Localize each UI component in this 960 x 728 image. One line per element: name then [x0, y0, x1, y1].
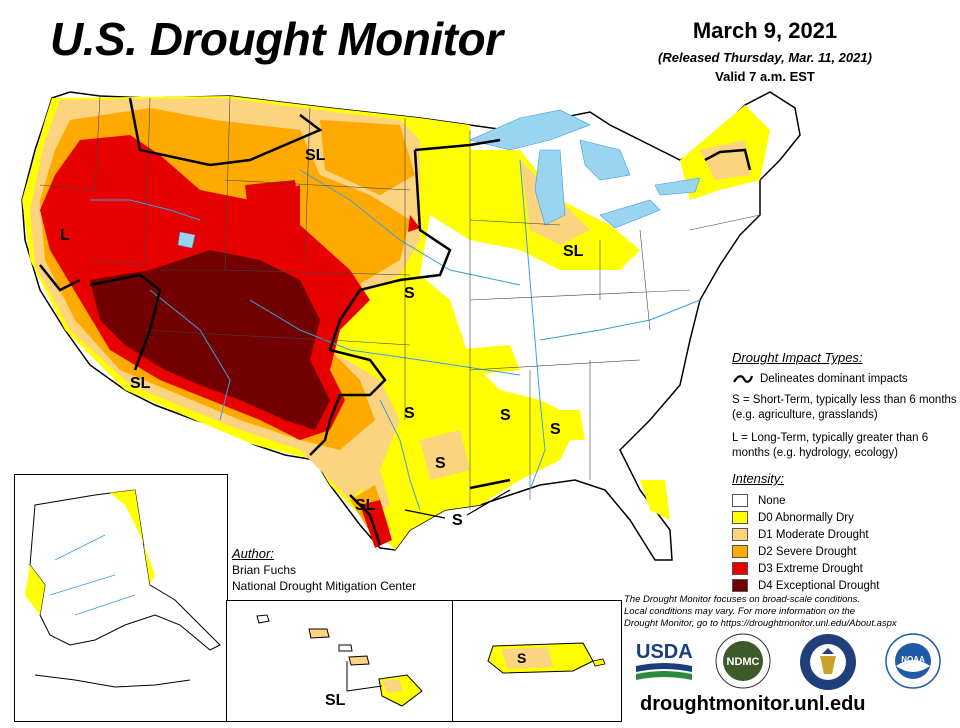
- intensity-swatch: [732, 545, 748, 558]
- disclaimer-line: Local conditions may vary. For more info…: [624, 606, 856, 617]
- author-header: Author:: [232, 546, 274, 561]
- state-lines: [39, 95, 761, 510]
- impact-line-icon: [733, 375, 754, 383]
- label-s-texas2: S: [435, 455, 446, 472]
- author-name: Brian Fuchs: [232, 563, 297, 577]
- d4-regions: [90, 250, 330, 430]
- label-sl-hawaii: SL: [325, 692, 346, 709]
- author-org: National Drought Mitigation Center: [232, 579, 417, 593]
- puerto-rico-map: S: [487, 642, 606, 674]
- long-term-note: L = Long-Term, typically greater than 6 …: [732, 432, 929, 459]
- intensity-row: D2 Severe Drought: [732, 545, 957, 558]
- label-s-south2: S: [550, 421, 561, 438]
- valid-time: Valid 7 a.m. EST: [715, 69, 815, 84]
- alaska-map: [25, 489, 221, 688]
- label-s-texas1: S: [404, 405, 415, 422]
- alaska-inset: [14, 474, 228, 722]
- release-date: (Released Thursday, Mar. 11, 2021): [658, 50, 872, 65]
- intensity-list: None D0 Abnormally Dry D1 Moderate Drought…: [732, 494, 957, 592]
- label-s-south1: S: [500, 407, 511, 424]
- intensity-label: D1 Moderate Drought: [758, 528, 869, 541]
- logo-strip: USDA NDMC NOAA: [634, 632, 954, 692]
- date-block: March 9, 2021 (Released Thursday, Mar. 1…: [640, 18, 890, 84]
- intensity-label: D3 Extreme Drought: [758, 562, 863, 575]
- label-s-gulf: S: [452, 512, 463, 529]
- intensity-label: D2 Severe Drought: [758, 545, 857, 558]
- label-sl-north: SL: [305, 147, 326, 164]
- intensity-row: D3 Extreme Drought: [732, 562, 957, 575]
- website-url[interactable]: droughtmonitor.unl.edu: [640, 693, 866, 715]
- puerto-rico-inset: S: [452, 600, 622, 722]
- impact-types-header: Drought Impact Types:: [732, 350, 863, 365]
- intensity-label: None: [758, 494, 786, 507]
- impact-line-label: Delineates dominant impacts: [760, 373, 908, 385]
- ndmc-logo-text: NDMC: [727, 656, 760, 668]
- intensity-label: D0 Abnormally Dry: [758, 511, 854, 524]
- intensity-swatch: [732, 528, 748, 541]
- author-block: Author: Brian Fuchs National Drought Mit…: [232, 546, 416, 594]
- hawaii-inset: SL: [226, 600, 454, 722]
- intensity-swatch: [732, 494, 748, 507]
- impact-labels: SL L S SL SL S S S S SL S: [60, 147, 584, 529]
- intensity-label: D4 Exceptional Drought: [758, 579, 880, 592]
- label-sl-midwest: SL: [563, 243, 584, 260]
- label-s-pr: S: [517, 650, 526, 666]
- disclaimer: The Drought Monitor focuses on broad-sca…: [624, 594, 954, 630]
- label-sl-southwest: SL: [130, 375, 151, 392]
- legend: Drought Impact Types: Delineates dominan…: [732, 350, 957, 596]
- intensity-swatch: [732, 511, 748, 524]
- rivers: [90, 159, 701, 511]
- intensity-swatch: [732, 579, 748, 592]
- map-date: March 9, 2021: [692, 18, 838, 43]
- intensity-swatch: [732, 562, 748, 575]
- label-s-plains: S: [404, 285, 415, 302]
- noaa-logo-text: NOAA: [901, 655, 925, 664]
- short-term-note: S = Short-Term, typically less than 6 mo…: [732, 394, 957, 421]
- intensity-row: D4 Exceptional Drought: [732, 579, 957, 592]
- disclaimer-line: Drought Monitor, go to https://droughtmo…: [624, 618, 897, 629]
- usda-logo-text: USDA: [636, 641, 693, 663]
- page-title: U.S. Drought Monitor: [50, 13, 503, 65]
- disclaimer-line: The Drought Monitor focuses on broad-sca…: [624, 594, 861, 605]
- usda-logo: USDA: [636, 641, 693, 680]
- label-l-west: L: [60, 227, 70, 244]
- intensity-header: Intensity:: [732, 471, 785, 486]
- intensity-row: None: [732, 494, 957, 507]
- noaa-logo: NOAA: [885, 633, 941, 689]
- intensity-row: D0 Abnormally Dry: [732, 511, 957, 524]
- impact-lines: [39, 97, 752, 546]
- intensity-row: D1 Moderate Drought: [732, 528, 957, 541]
- impact-line-row: Delineates dominant impacts: [732, 373, 957, 385]
- commerce-logo: [800, 634, 856, 690]
- ndmc-logo: NDMC: [715, 633, 771, 689]
- hawaii-map: SL: [256, 614, 423, 709]
- label-sl-texas: SL: [355, 497, 376, 514]
